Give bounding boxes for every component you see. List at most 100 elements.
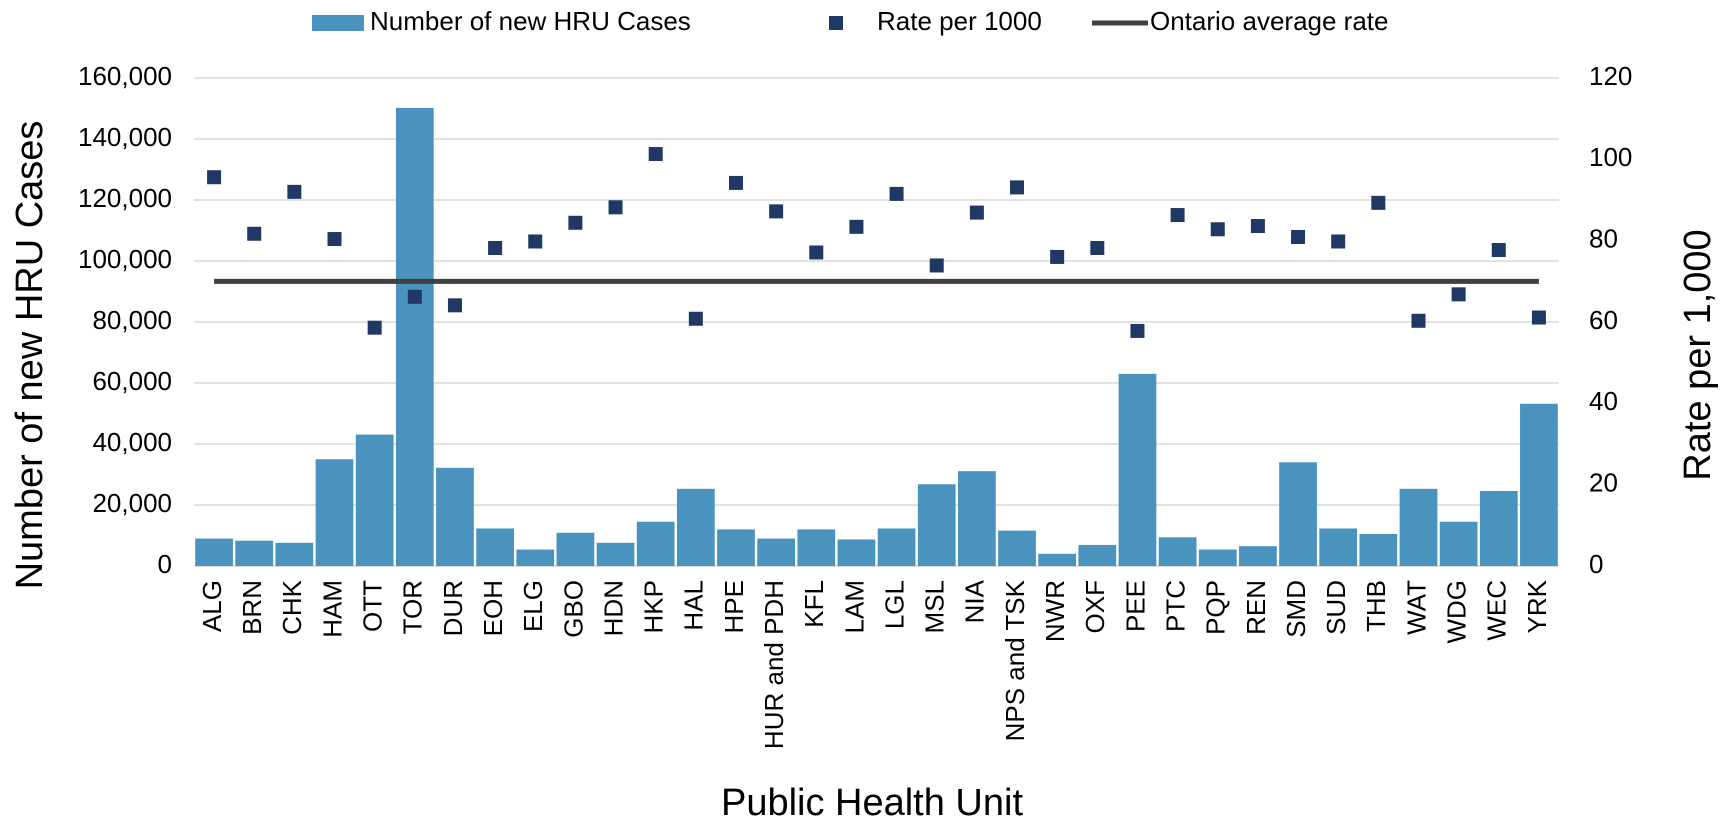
marker xyxy=(969,205,984,220)
y-tick-label: 40,000 xyxy=(92,427,172,457)
y2-axis-title: Rate per 1,000 xyxy=(1677,229,1719,480)
legend-label: Rate per 1000 xyxy=(877,6,1042,36)
bar xyxy=(1479,490,1518,566)
marker xyxy=(1090,240,1105,255)
x-tick-label: HUR and PDH xyxy=(759,580,789,749)
marker xyxy=(1050,249,1065,264)
marker xyxy=(889,186,904,201)
bar xyxy=(556,532,595,566)
marker xyxy=(287,184,302,199)
legend-swatch xyxy=(312,15,364,31)
bar xyxy=(837,539,876,566)
x-tick-label: CHK xyxy=(277,579,307,635)
bar xyxy=(676,488,715,566)
bar xyxy=(998,530,1036,566)
marker xyxy=(1291,230,1306,245)
bar xyxy=(797,529,836,566)
legend-label: Number of new HRU Cases xyxy=(370,6,691,36)
x-tick-label: WEC xyxy=(1482,580,1512,641)
marker xyxy=(247,226,262,241)
y-tick-label: 80,000 xyxy=(92,305,172,335)
x-tick-label: EOH xyxy=(478,580,508,636)
bar xyxy=(1158,537,1197,566)
bar xyxy=(1198,549,1237,566)
y2-tick-label: 20 xyxy=(1589,468,1618,498)
marker xyxy=(568,215,583,230)
x-tick-label: LGL xyxy=(879,580,909,629)
y-tick-label: 140,000 xyxy=(78,122,172,152)
marker xyxy=(447,298,462,313)
marker xyxy=(327,232,342,247)
x-tick-label: WDG xyxy=(1442,580,1472,644)
x-tick-label: MSL xyxy=(920,580,950,633)
y-tick-label: 60,000 xyxy=(92,366,172,396)
bar xyxy=(1038,553,1077,566)
y2-tick-label: 40 xyxy=(1589,386,1618,416)
y2-tick-label: 60 xyxy=(1589,305,1618,335)
x-tick-label: NWR xyxy=(1040,580,1070,642)
x-tick-label: OTT xyxy=(358,580,388,632)
bar xyxy=(957,471,996,566)
y-axis-title: Number of new HRU Cases xyxy=(9,121,51,590)
x-tick-label: YRK xyxy=(1522,579,1552,633)
bar xyxy=(355,434,394,566)
bar xyxy=(235,540,274,566)
marker xyxy=(1371,195,1386,210)
marker xyxy=(688,311,703,326)
marker xyxy=(849,219,864,234)
y-tick-label: 120,000 xyxy=(78,183,172,213)
y2-tick-label: 80 xyxy=(1589,224,1618,254)
marker xyxy=(1491,243,1506,258)
bar xyxy=(516,549,555,566)
bar xyxy=(596,542,635,566)
x-tick-label: OXF xyxy=(1080,580,1110,633)
marker xyxy=(1331,234,1346,249)
x-tick-label: HPE xyxy=(719,580,749,633)
x-tick-label: NIA xyxy=(960,579,990,623)
bar xyxy=(1078,544,1117,566)
x-tick-label: NPS and TSK xyxy=(1000,579,1030,741)
y-tick-label: 100,000 xyxy=(78,244,172,274)
marker xyxy=(1451,287,1466,302)
bar xyxy=(476,528,514,566)
bar xyxy=(917,484,956,566)
x-tick-label: KFL xyxy=(799,580,829,628)
bar xyxy=(275,542,314,566)
x-tick-label: TOR xyxy=(398,580,428,634)
bar xyxy=(1239,546,1277,566)
marker xyxy=(608,200,623,215)
x-axis-title: Public Health Unit xyxy=(721,782,1023,824)
marker xyxy=(207,170,222,185)
x-tick-label: HAL xyxy=(679,580,709,631)
marker xyxy=(809,245,824,260)
marker xyxy=(728,175,743,190)
x-tick-label: LAM xyxy=(839,580,869,633)
bar xyxy=(195,538,233,566)
x-tick-label: REN xyxy=(1241,580,1271,635)
marker xyxy=(528,234,543,249)
bar xyxy=(717,529,755,566)
x-tick-label: PTC xyxy=(1160,580,1190,632)
bar xyxy=(1520,403,1558,566)
bar xyxy=(1118,373,1157,566)
marker xyxy=(769,204,784,219)
bar xyxy=(1359,533,1398,566)
bar xyxy=(1399,488,1438,566)
x-tick-label: ALG xyxy=(197,580,227,632)
y2-tick-label: 120 xyxy=(1589,61,1632,91)
marker xyxy=(1210,222,1225,237)
y2-tick-label: 100 xyxy=(1589,142,1632,172)
marker xyxy=(1411,313,1426,328)
marker xyxy=(929,258,944,273)
bar xyxy=(636,521,675,566)
x-tick-label: BRN xyxy=(237,580,267,635)
x-tick-label: HDN xyxy=(598,580,628,636)
legend-swatch xyxy=(829,16,843,30)
x-tick-label: SMD xyxy=(1281,580,1311,638)
bar xyxy=(436,467,474,566)
x-tick-label: PQP xyxy=(1201,580,1231,635)
marker xyxy=(648,147,663,162)
legend-label: Ontario average rate xyxy=(1150,6,1388,36)
marker xyxy=(367,320,382,335)
bar xyxy=(1319,528,1358,566)
